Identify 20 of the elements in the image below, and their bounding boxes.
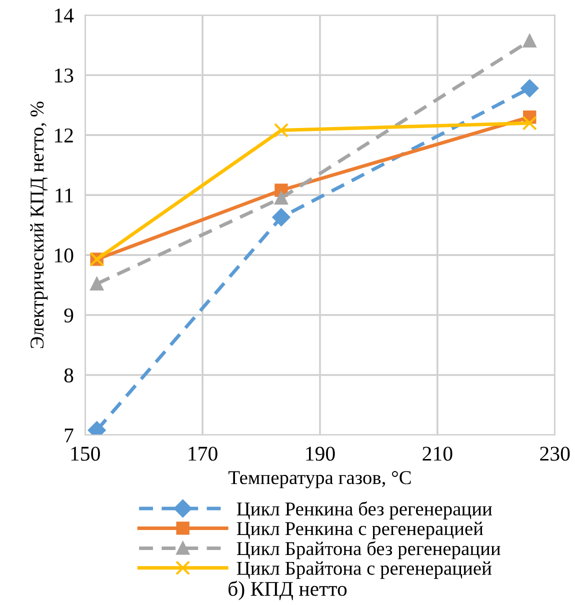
y-tick-label: 13	[54, 68, 74, 83]
y-tick-label: 14	[54, 8, 74, 22]
x-tick-label: 190	[306, 446, 335, 461]
y-tick-label: 11	[56, 188, 73, 202]
y-tick-label: 9	[64, 308, 74, 322]
x-tick-label: 210	[422, 446, 452, 461]
x-tick-label: 170	[188, 446, 218, 461]
x-axis-title: Температура газов, °C	[228, 471, 411, 488]
y-tick-label: 12	[54, 128, 73, 142]
legend-label: Цикл Ренкина без регенерации	[236, 501, 492, 520]
y-tick-label: 8	[64, 368, 74, 382]
x-tick-label: 230	[540, 446, 570, 461]
y-tick-label: 7	[64, 428, 74, 442]
y-axis-title: Электрический КПД нетто, %	[30, 102, 48, 348]
x-tick-label: 150	[71, 446, 100, 461]
legend-label: Цикл Брайтона без регенерации	[236, 541, 500, 560]
y-tick-label: 10	[54, 248, 74, 262]
legend-label: Цикл Ренкина с регенерацией	[236, 522, 484, 540]
text: б) КПД нетто	[228, 580, 347, 600]
legend-label: Цикл Брайтона с регенерацией	[236, 561, 492, 579]
